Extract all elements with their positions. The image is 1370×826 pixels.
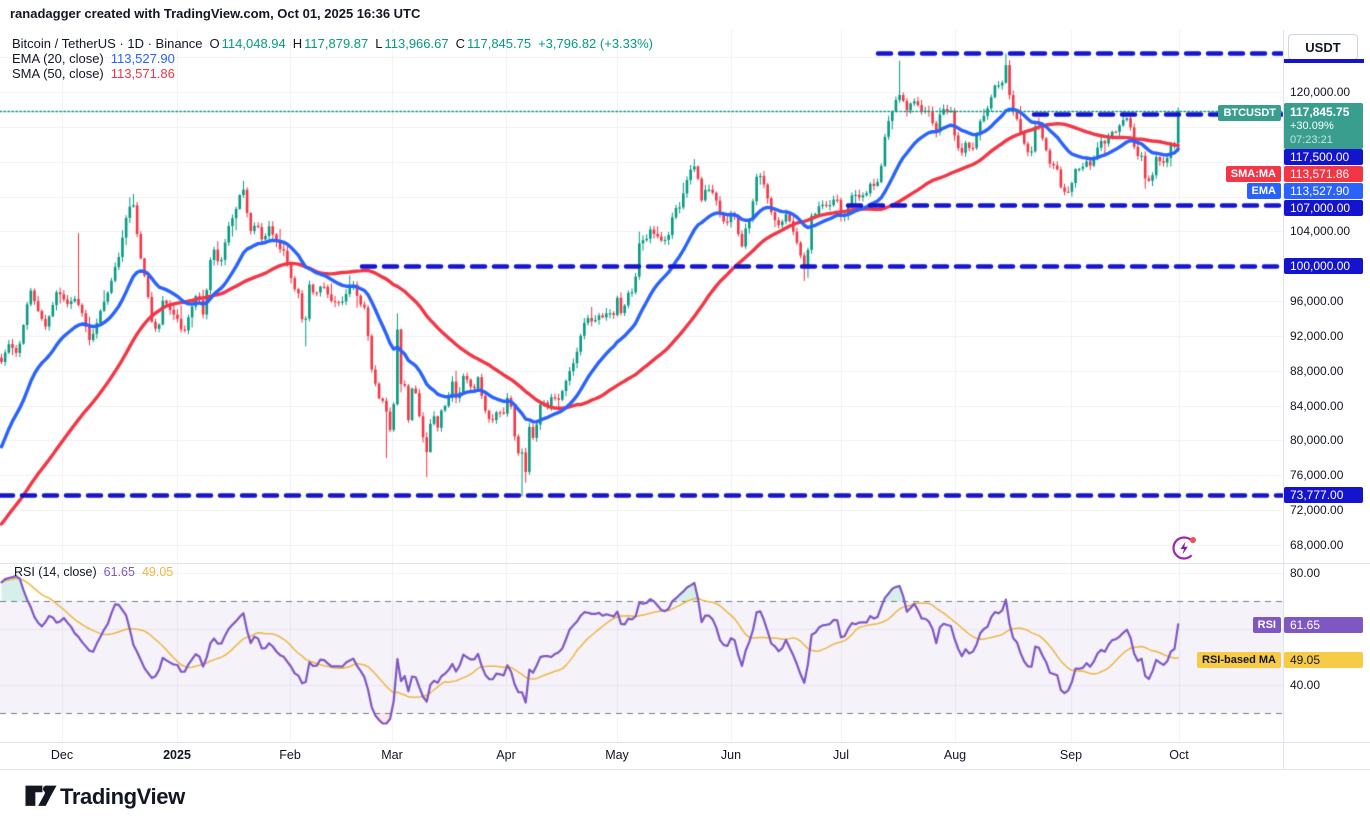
last-price-value: 117,845.75	[1290, 105, 1350, 119]
currency-toggle-button[interactable]: USDT	[1288, 34, 1358, 60]
price-tick: 104,000.00	[1290, 224, 1351, 239]
rsi-tick: 40.00	[1290, 678, 1321, 692]
price-tick: 88,000.00	[1290, 363, 1344, 378]
creator-watermark: ranadagger created with TradingView.com,…	[10, 6, 421, 21]
ema-tag: EMA	[1246, 183, 1281, 199]
sma-label: SMA (50, close)	[12, 66, 104, 81]
ohlc-close-value: 117,845.75	[466, 36, 532, 51]
price-tick: 72,000.00	[1290, 503, 1344, 518]
time-tick: Mar	[381, 748, 403, 762]
price-tick: 120,000.00	[1290, 85, 1351, 99]
ohlc-open-key: O	[209, 36, 220, 51]
notification-dot	[1190, 537, 1196, 543]
price-tick: 96,000.00	[1290, 294, 1344, 309]
level-label-117500: 117,500.00	[1284, 149, 1363, 165]
time-tick: May	[605, 748, 629, 762]
price-tick: 68,000.00	[1290, 538, 1344, 553]
rsi-value: 61.65	[103, 565, 135, 579]
rsi-label: RSI (14, close)	[14, 565, 97, 579]
time-tick: Jul	[833, 748, 849, 762]
time-tick: Feb	[279, 748, 301, 762]
clipped-level-label	[1284, 59, 1364, 63]
ema-value: 113,527.90	[110, 51, 175, 66]
rsi-ma-tag: RSI-based MA	[1197, 652, 1281, 668]
pane-separator[interactable]	[0, 563, 1370, 564]
ohlc-open-value: 114,048.94	[221, 36, 286, 51]
change-value: +3,796.82 (+3.33%)	[538, 36, 654, 51]
price-tick: 76,000.00	[1290, 468, 1344, 483]
rsi-tick: 80.00	[1290, 566, 1321, 580]
time-axis-border	[0, 742, 1370, 743]
symbol-price-tag: BTCUSDT	[1218, 105, 1281, 121]
sma-axis-value: 113,571.86	[1284, 166, 1363, 182]
rsi-ma-axis-value: 49.05	[1284, 652, 1363, 668]
price-tick: 80,000.00	[1290, 433, 1344, 448]
level-label-100000: 100,000.00	[1284, 258, 1363, 274]
ema-legend-row[interactable]: EMA (20, close) 113,527.90	[12, 51, 653, 66]
rsi-ma-value: 49.05	[141, 565, 174, 579]
last-price-change-pct: +30.09%	[1290, 120, 1334, 132]
price-tick: 92,000.00	[1290, 328, 1344, 343]
time-tick: Apr	[496, 748, 516, 762]
bar-countdown: 07:23:21	[1290, 134, 1333, 146]
sma-value: 113,571.86	[110, 66, 175, 81]
time-axis[interactable]	[0, 743, 1283, 769]
time-tick: Sep	[1059, 748, 1083, 762]
ohlc-low-value: 113,966.67	[384, 36, 449, 51]
time-tick: 2025	[163, 748, 191, 762]
level-label-107000: 107,000.00	[1284, 200, 1363, 216]
symbol-legend-row[interactable]: Bitcoin / TetherUS · 1D · Binance O 114,04…	[12, 36, 653, 51]
tradingview-brand-text[interactable]: TradingView	[60, 784, 185, 809]
rsi-legend-row[interactable]: RSI (14, close) 61.65 49.05	[14, 565, 173, 579]
ohlc-high-value: 117,879.87	[304, 36, 369, 51]
level-label-73777: 73,777.00	[1284, 487, 1363, 503]
time-tick: Aug	[943, 748, 967, 762]
tradingview-logo[interactable]	[25, 785, 57, 807]
bolt-glyph	[1180, 541, 1188, 555]
time-tick: Dec	[50, 748, 74, 762]
ohlc-low-key: L	[375, 36, 383, 51]
sma-legend-row[interactable]: SMA (50, close) 113,571.86	[12, 66, 653, 81]
sma-tag: SMA:MA	[1225, 166, 1281, 182]
price-scale-border	[1283, 30, 1284, 769]
ema-axis-value: 113,527.90	[1284, 183, 1363, 199]
time-tick: Jun	[720, 748, 742, 762]
icon-circle	[1172, 536, 1196, 560]
rsi-tag: RSI	[1252, 617, 1281, 633]
rsi-axis-value: 61.65	[1284, 617, 1363, 633]
time-tick: Oct	[1169, 748, 1189, 762]
ohlc-high-key: H	[292, 36, 303, 51]
footer-border	[0, 769, 1370, 770]
chart-legend: Bitcoin / TetherUS · 1D · Binance O 114,04…	[12, 36, 653, 81]
last-price-label: 117,845.75 +30.09% 07:23:21	[1284, 103, 1363, 149]
ema-label: EMA (20, close)	[12, 51, 104, 66]
price-tick: 84,000.00	[1290, 398, 1344, 413]
symbol-title: Bitcoin / TetherUS · 1D · Binance	[12, 36, 203, 51]
ohlc-close-key: C	[455, 36, 465, 51]
lightning-watermark-icon[interactable]	[1170, 532, 1200, 562]
